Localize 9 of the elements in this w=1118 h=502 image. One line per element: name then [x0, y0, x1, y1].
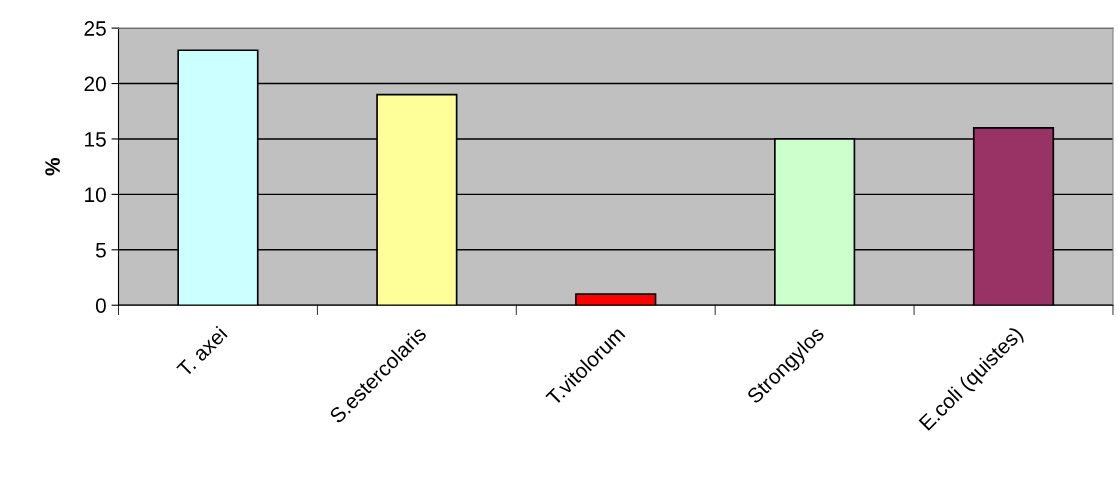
y-tick-label: 5: [95, 243, 106, 258]
y-axis-title: %: [45, 157, 60, 176]
y-tick-label: 0: [95, 298, 106, 313]
x-tick-label: T. axei: [175, 325, 228, 378]
bar: [575, 293, 657, 306]
y-tick-label: 10: [85, 187, 106, 203]
y-tick-label: 15: [85, 132, 106, 147]
y-tick-label: 20: [84, 76, 106, 92]
y-tick-label: 25: [84, 21, 106, 36]
